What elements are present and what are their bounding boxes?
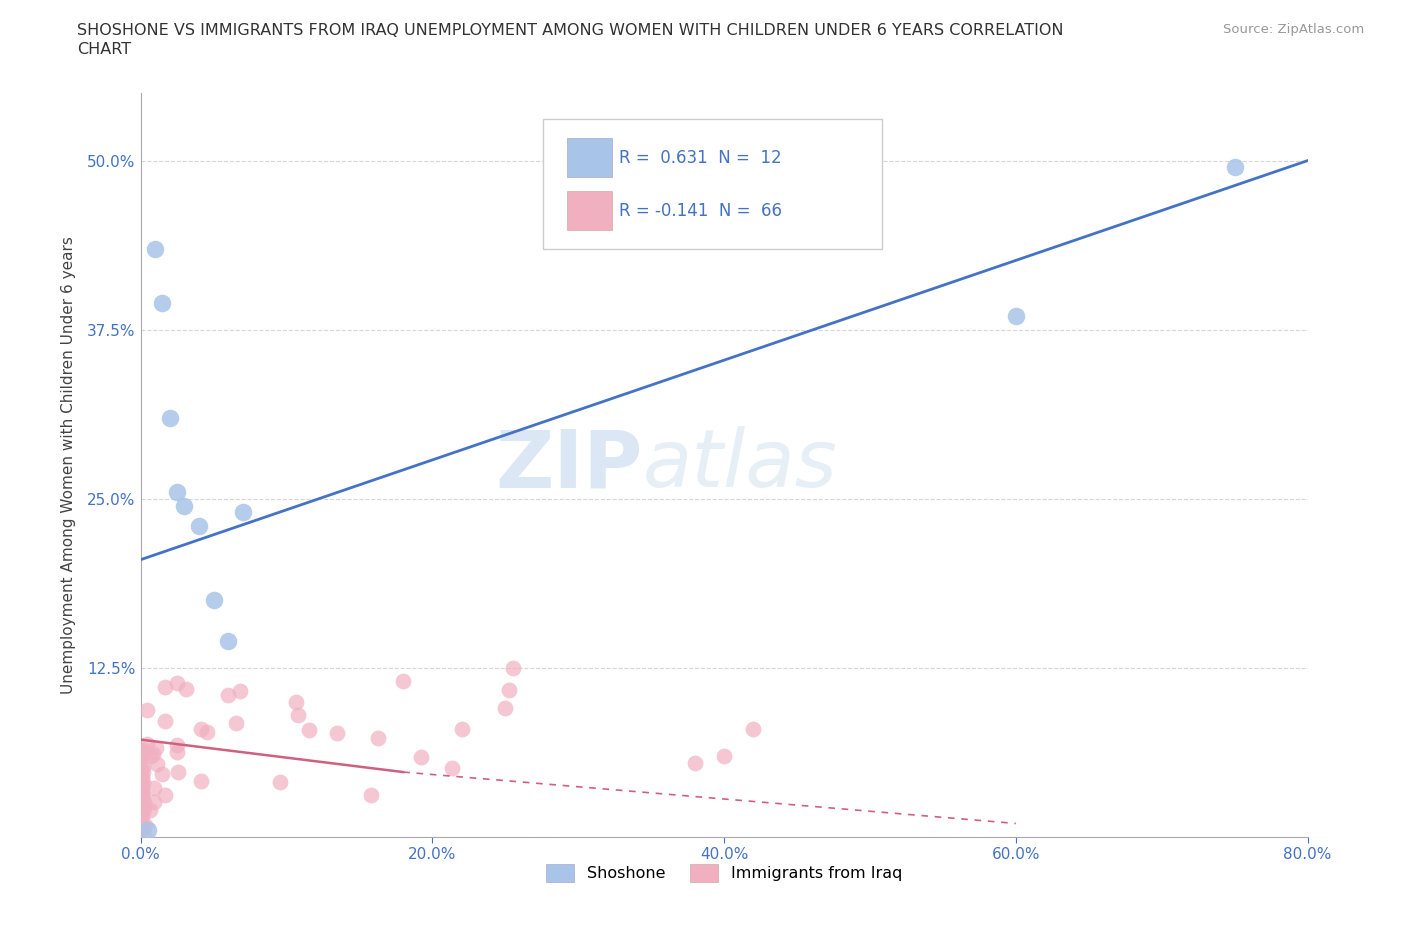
Point	[131, 769, 153, 784]
Point	[173, 498, 195, 513]
Point	[409, 750, 432, 764]
Point	[166, 485, 188, 499]
Point	[298, 723, 321, 737]
Point	[232, 505, 254, 520]
Point	[131, 747, 153, 762]
Point	[136, 823, 159, 838]
Y-axis label: Unemployment Among Women with Children Under 6 years: Unemployment Among Women with Children U…	[60, 236, 76, 694]
Text: ZIP: ZIP	[495, 426, 643, 504]
Text: R = -0.141  N =  66: R = -0.141 N = 66	[619, 202, 782, 219]
Point	[202, 592, 225, 607]
Point	[132, 764, 155, 779]
Point	[152, 295, 174, 310]
Point	[131, 809, 153, 824]
Point	[269, 774, 291, 789]
Point	[131, 820, 153, 835]
Point	[132, 819, 155, 834]
Point	[132, 759, 155, 774]
Point	[1223, 160, 1246, 175]
FancyBboxPatch shape	[543, 119, 882, 249]
Point	[134, 743, 156, 758]
Point	[188, 518, 211, 533]
Point	[284, 695, 307, 710]
Point	[129, 777, 152, 792]
Point	[129, 751, 152, 766]
Point	[131, 787, 153, 802]
Point	[450, 722, 472, 737]
Point	[143, 780, 166, 795]
Point	[502, 661, 524, 676]
Point	[145, 740, 167, 755]
Point	[287, 708, 309, 723]
Text: Source: ZipAtlas.com: Source: ZipAtlas.com	[1223, 23, 1364, 36]
Text: SHOSHONE VS IMMIGRANTS FROM IRAQ UNEMPLOYMENT AMONG WOMEN WITH CHILDREN UNDER 6 : SHOSHONE VS IMMIGRANTS FROM IRAQ UNEMPLO…	[77, 23, 1064, 38]
Point	[131, 780, 153, 795]
Point	[217, 687, 239, 702]
Point	[129, 761, 152, 776]
Point	[217, 633, 239, 648]
Text: CHART: CHART	[77, 42, 131, 57]
Point	[136, 703, 159, 718]
Point	[131, 776, 153, 790]
Text: atlas: atlas	[643, 426, 837, 504]
Point	[498, 683, 520, 698]
Point	[131, 773, 153, 788]
Point	[129, 742, 152, 757]
Point	[367, 731, 389, 746]
Point	[742, 722, 765, 737]
Point	[131, 786, 153, 801]
Point	[141, 749, 163, 764]
Point	[166, 675, 188, 690]
Point	[683, 755, 706, 770]
Point	[145, 757, 167, 772]
Point	[225, 715, 247, 730]
Point	[494, 701, 516, 716]
Point	[166, 745, 188, 760]
Point	[190, 774, 212, 789]
Point	[166, 737, 188, 752]
Point	[134, 746, 156, 761]
Point	[228, 684, 250, 698]
Point	[142, 747, 165, 762]
Point	[392, 674, 415, 689]
FancyBboxPatch shape	[567, 192, 612, 230]
Point	[134, 817, 156, 832]
Point	[190, 722, 212, 737]
Legend: Shoshone, Immigrants from Iraq: Shoshone, Immigrants from Iraq	[540, 857, 908, 888]
Point	[713, 749, 735, 764]
Point	[195, 724, 218, 739]
Point	[134, 829, 156, 844]
Point	[131, 801, 153, 816]
Point	[131, 809, 153, 824]
Point	[155, 787, 177, 802]
Point	[155, 714, 177, 729]
Point	[143, 241, 166, 256]
Point	[174, 682, 197, 697]
Point	[1005, 309, 1028, 324]
Point	[159, 410, 181, 425]
Point	[326, 726, 349, 741]
Point	[134, 794, 156, 809]
Point	[139, 803, 162, 817]
Text: R =  0.631  N =  12: R = 0.631 N = 12	[619, 149, 782, 166]
Point	[166, 764, 188, 779]
Point	[360, 788, 382, 803]
Point	[135, 737, 157, 751]
Point	[440, 761, 463, 776]
Point	[153, 680, 176, 695]
FancyBboxPatch shape	[567, 139, 612, 177]
Point	[143, 795, 166, 810]
Point	[150, 767, 173, 782]
Point	[132, 802, 155, 817]
Point	[131, 790, 153, 804]
